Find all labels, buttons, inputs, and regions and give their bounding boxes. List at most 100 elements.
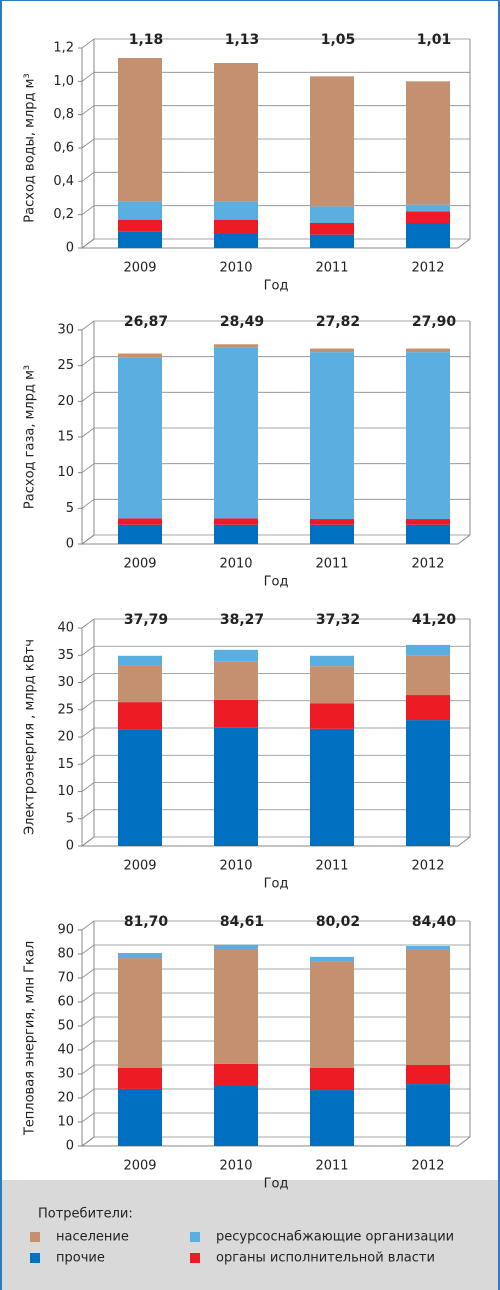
bar-segment: органы исполнительной власти	[310, 703, 354, 729]
x-tick-label: 2009	[123, 261, 156, 276]
grid-line	[81, 618, 470, 629]
bar-segment: ресурсоснабжающие организации	[118, 655, 162, 666]
y-tick-label: 40	[57, 621, 74, 636]
y-axis-title: Расход воды, млрд м³	[23, 73, 38, 222]
bar-segment: прочие	[310, 1090, 354, 1146]
x-tick-label: 2012	[411, 557, 444, 572]
y-tick-label: 50	[57, 1019, 74, 1034]
bar-segment: ресурсоснабжающие организации	[214, 649, 258, 662]
bar-segment: население	[118, 58, 162, 202]
bar-segment: органы исполнительной власти	[214, 518, 258, 525]
y-tick-label: 1,2	[53, 41, 74, 56]
bar-segment: органы исполнительной власти	[214, 219, 258, 233]
y-tick-label: 1,0	[53, 74, 74, 89]
total-label: 26,87	[124, 314, 168, 330]
bar-segment: прочие	[310, 728, 354, 846]
y-tick-label: 5	[66, 811, 74, 826]
bar-segment: ресурсоснабжающие организации	[118, 953, 162, 959]
total-label: 80,02	[316, 914, 360, 930]
bar-segment: население	[310, 961, 354, 1068]
x-tick-label: 2009	[123, 557, 156, 572]
total-label: 1,18	[129, 32, 164, 48]
bar-segment: прочие	[406, 524, 450, 544]
bar-segment: ресурсоснабжающие организации	[406, 644, 450, 656]
y-tick-label: 0,4	[53, 174, 74, 189]
bar-segment: ресурсоснабжающие организации	[406, 204, 450, 212]
bar-segment: ресурсоснабжающие организации	[118, 201, 162, 220]
y-tick-label: 0,6	[53, 141, 74, 156]
x-tick-label: 2010	[219, 1159, 252, 1174]
y-tick-label: 30	[57, 1067, 74, 1082]
legend-label: население	[56, 1230, 129, 1245]
bar-segment: население	[310, 666, 354, 704]
total-label: 37,79	[124, 612, 168, 628]
bar-segment: прочие	[406, 1084, 450, 1146]
bar-segment: прочие	[310, 524, 354, 544]
bar-segment: ресурсоснабжающие организации	[406, 946, 450, 950]
bar-segment: ресурсоснабжающие организации	[310, 352, 354, 520]
bar-segment: органы исполнительной власти	[118, 1068, 162, 1089]
x-tick-label: 2011	[315, 1159, 348, 1174]
bar-segment: прочие	[214, 727, 258, 846]
bar-segment: прочие	[214, 233, 258, 248]
legend-label: ресурсоснабжающие организации	[216, 1230, 454, 1245]
bar-segment: прочие	[118, 1088, 162, 1146]
y-tick-label: 10	[57, 465, 74, 480]
grid-line	[81, 38, 470, 49]
bar-segment: органы исполнительной власти	[406, 211, 450, 223]
y-tick-label: 0,2	[53, 207, 74, 222]
legend-label: органы исполнительной власти	[216, 1251, 435, 1266]
legend-title: Потребители:	[38, 1207, 133, 1222]
total-label: 1,05	[321, 32, 356, 48]
grid-line	[81, 920, 470, 931]
total-label: 84,40	[412, 914, 457, 930]
bar-segment: население	[118, 665, 162, 703]
y-axis-title: Расход газа, млрд м³	[23, 365, 38, 509]
bar-segment: население	[310, 348, 354, 353]
legend-box	[2, 1180, 498, 1290]
bar-segment: население	[406, 949, 450, 1065]
bar-segment: прочие	[214, 524, 258, 544]
x-tick-label: 2012	[411, 859, 444, 874]
y-tick-label: 25	[57, 358, 74, 373]
x-axis-title: Год	[264, 279, 289, 294]
x-tick-label: 2011	[315, 261, 348, 276]
y-tick-label: 15	[57, 757, 74, 772]
x-tick-label: 2012	[411, 261, 444, 276]
bar-segment: население	[118, 353, 162, 358]
total-label: 28,49	[220, 314, 264, 330]
bar-segment: прочие	[118, 729, 162, 846]
y-tick-label: 20	[57, 1091, 74, 1106]
x-tick-label: 2010	[219, 557, 252, 572]
y-tick-label: 60	[57, 995, 74, 1010]
bar-segment: прочие	[406, 720, 450, 846]
bar-segment: население	[214, 948, 258, 1064]
bar-segment: население	[214, 661, 258, 700]
legend-label: прочие	[56, 1251, 105, 1266]
total-label: 38,27	[220, 612, 264, 628]
total-label: 27,82	[316, 314, 360, 330]
bar-segment: органы исполнительной власти	[118, 219, 162, 232]
x-tick-label: 2011	[315, 557, 348, 572]
axis-floor	[82, 534, 471, 545]
bar-segment: ресурсоснабжающие организации	[214, 347, 258, 519]
bar-segment: прочие	[118, 524, 162, 544]
y-tick-label: 35	[57, 648, 74, 663]
bar-segment: органы исполнительной власти	[406, 1064, 450, 1085]
bar-segment: органы исполнительной власти	[118, 518, 162, 525]
y-tick-label: 70	[57, 971, 74, 986]
grid-line	[81, 71, 470, 82]
y-tick-label: 40	[57, 1043, 74, 1058]
y-tick-label: 10	[57, 1115, 74, 1130]
bar-segment: ресурсоснабжающие организации	[118, 357, 162, 519]
y-tick-label: 15	[57, 430, 74, 445]
bar-segment: ресурсоснабжающие организации	[310, 655, 354, 667]
x-tick-label: 2010	[219, 261, 252, 276]
bar-segment: ресурсоснабжающие организации	[406, 352, 450, 520]
x-tick-label: 2009	[123, 859, 156, 874]
axis-floor	[82, 238, 471, 249]
y-tick-label: 0	[66, 1139, 74, 1154]
grid-line	[81, 320, 470, 331]
